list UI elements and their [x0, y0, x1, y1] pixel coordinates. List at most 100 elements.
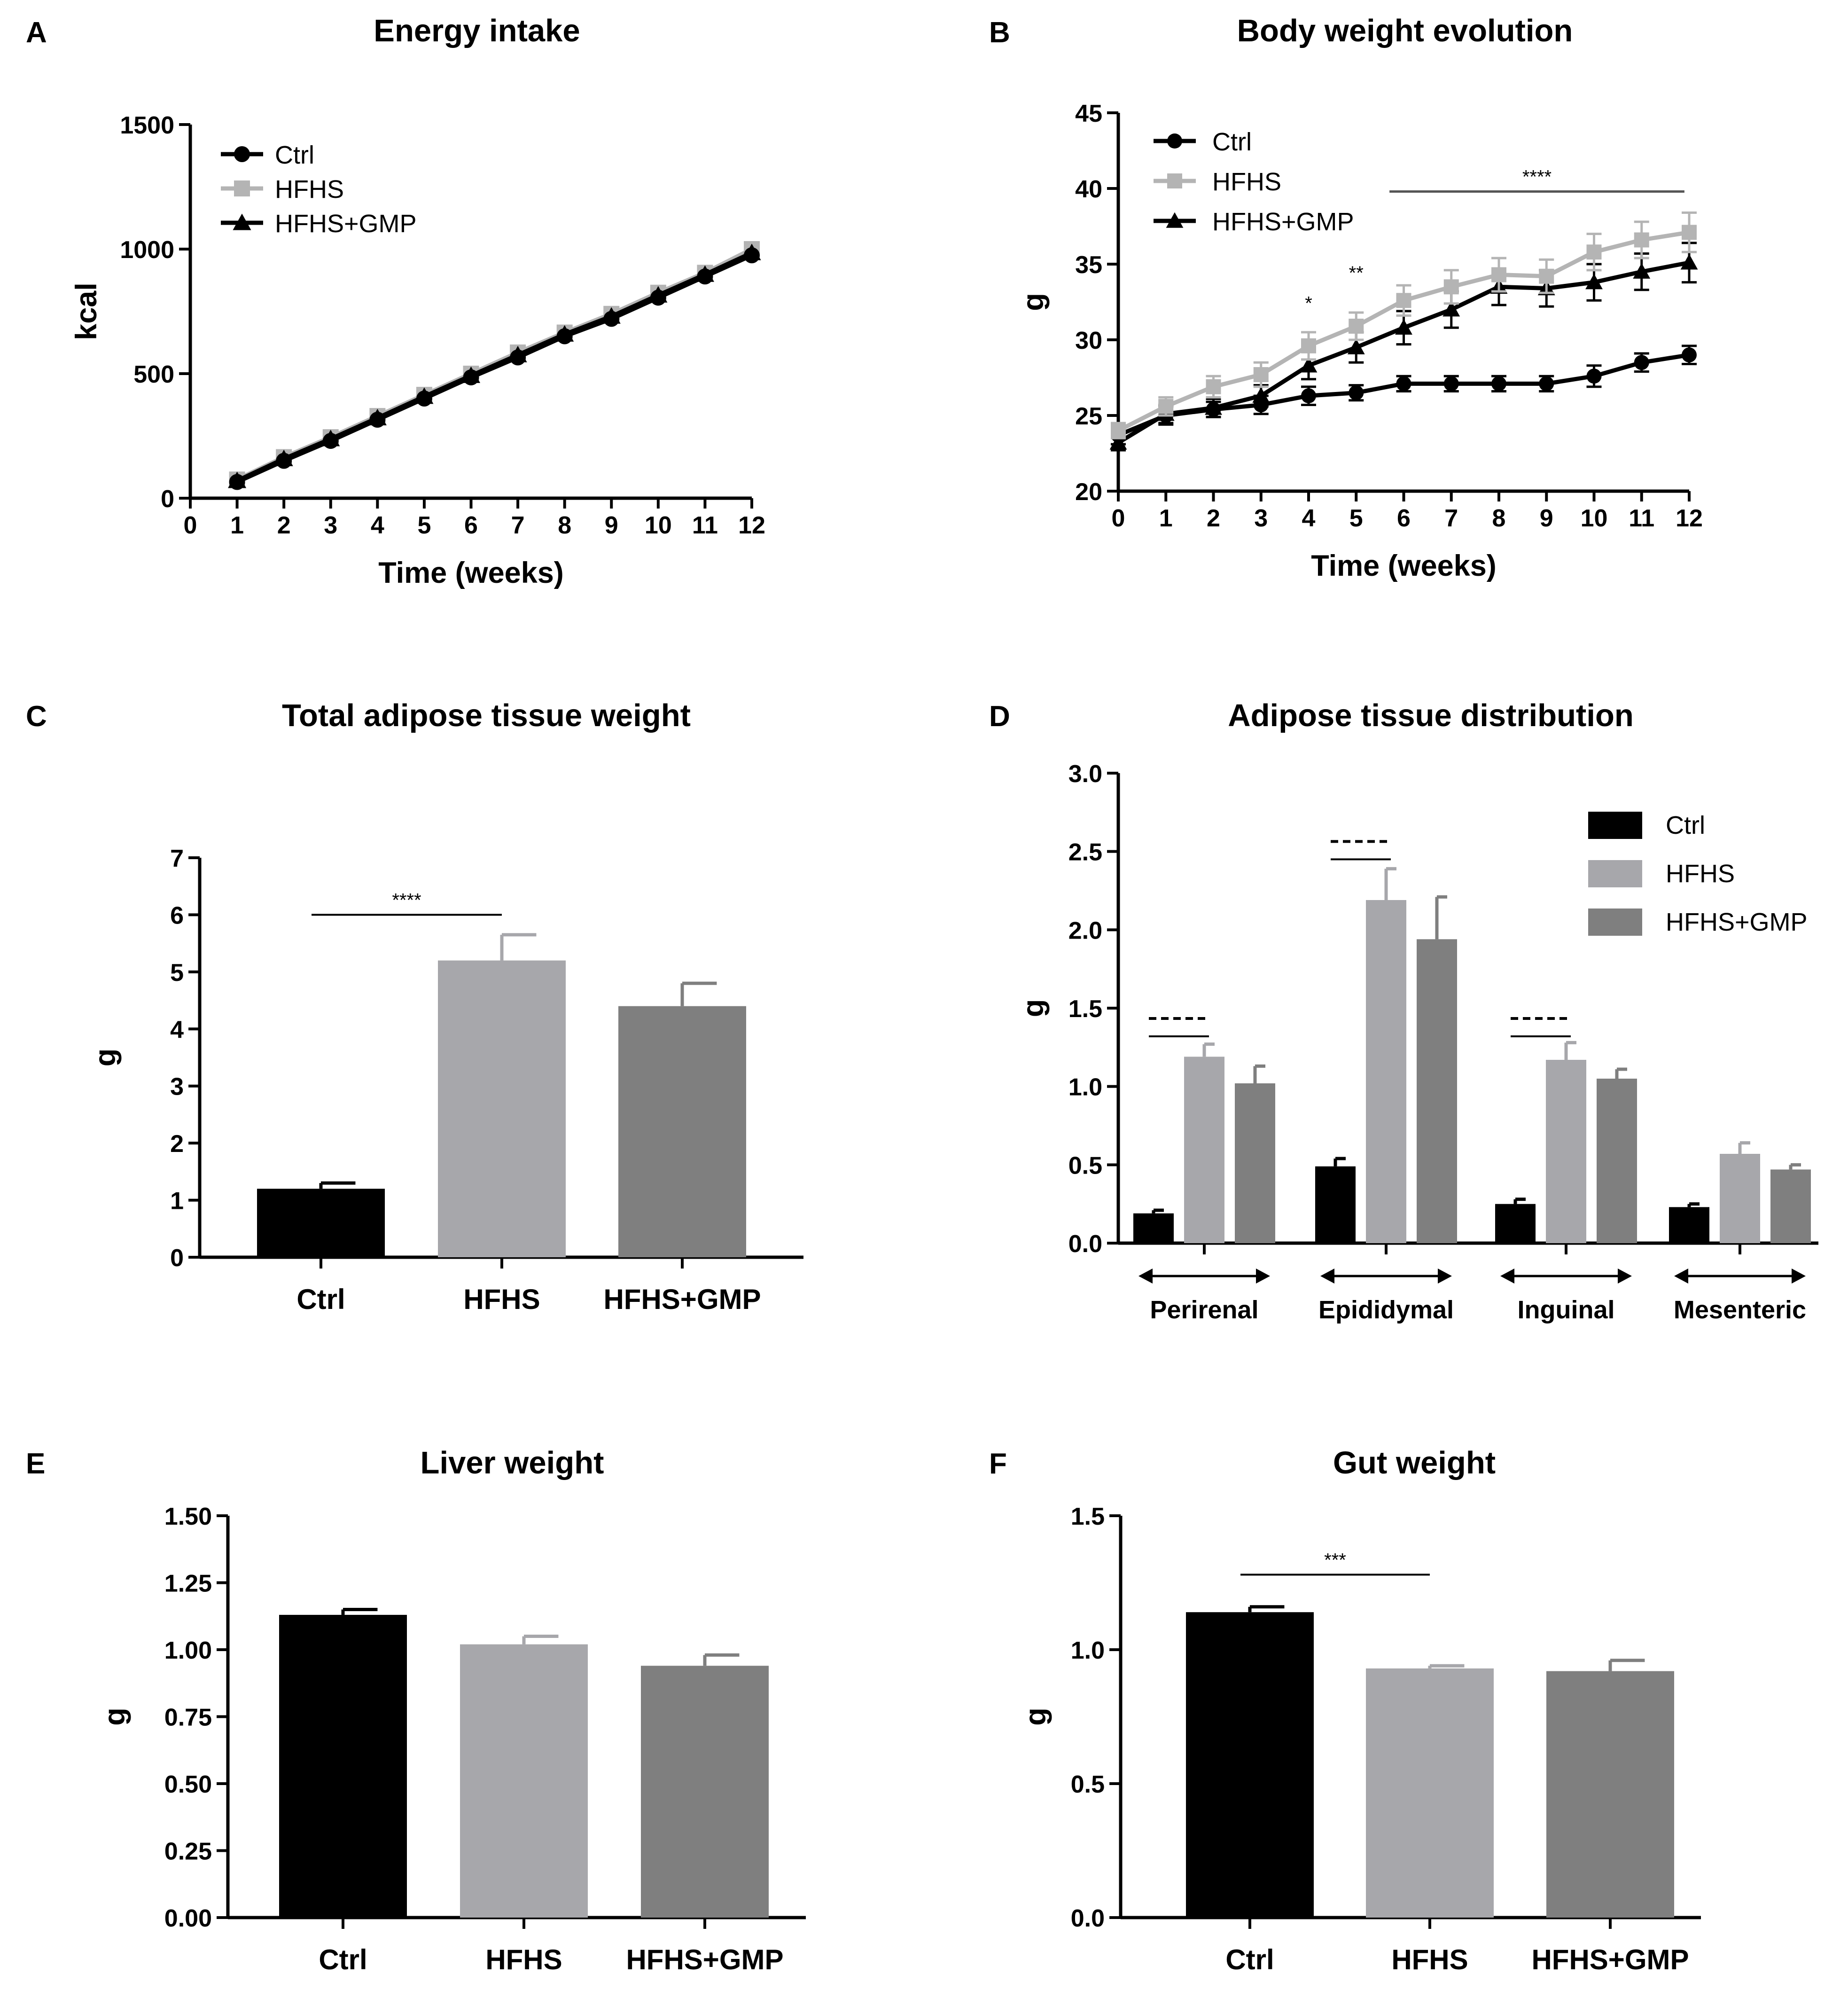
data-point-ctrl — [697, 268, 713, 285]
legend-marker-ctrl — [1167, 133, 1182, 149]
legend-label-hfhs: HFHS — [1212, 168, 1281, 196]
y-tick-label: 0.5 — [1068, 1152, 1102, 1179]
legend-label-ctrl: Ctrl — [1212, 128, 1252, 156]
arrow-head-left — [1138, 1269, 1153, 1284]
data-point-hfhs-gmp — [1395, 319, 1412, 335]
chart-title: Total adipose tissue weight — [282, 698, 691, 733]
y-tick-label: 25 — [1075, 403, 1102, 430]
panel-letter-c: C — [26, 700, 47, 733]
data-point-ctrl — [744, 247, 760, 264]
x-category-label: Perirenal — [1150, 1296, 1258, 1324]
data-point-hfhs — [1396, 293, 1411, 308]
y-tick-label: 35 — [1075, 251, 1102, 279]
y-tick-label: 40 — [1075, 176, 1102, 203]
y-tick-label: 0.75 — [164, 1704, 212, 1731]
bar-hfhs-gmp-mesenteric — [1770, 1169, 1811, 1243]
significance-marker: ** — [1349, 263, 1364, 283]
bar-ctrl — [257, 1189, 385, 1257]
x-axis-label: Time (weeks) — [378, 556, 564, 589]
x-tick-label: 5 — [1349, 505, 1363, 532]
bar-hfhs-gmp — [618, 1006, 746, 1257]
x-category-label: HFHS — [463, 1284, 540, 1315]
data-point-hfhs-gmp — [1109, 434, 1127, 450]
arrow-head-left — [1500, 1269, 1514, 1284]
y-tick-label: 1000 — [120, 236, 174, 264]
x-category-label: HFHS — [485, 1944, 562, 1975]
legend-label-hfhs: HFHS — [1666, 860, 1735, 888]
data-point-hfhs — [1158, 399, 1174, 414]
bar-hfhs-gmp-inguinal — [1597, 1079, 1637, 1243]
y-tick-label: 0.50 — [164, 1771, 212, 1798]
data-point-ctrl — [229, 474, 245, 490]
y-tick-label: 1.5 — [1068, 995, 1102, 1023]
y-tick-label: 1.0 — [1071, 1637, 1105, 1664]
legend-swatch-hfhs — [1588, 860, 1642, 887]
series-line-ctrl — [236, 253, 753, 484]
x-tick-label: 0 — [184, 512, 197, 539]
y-tick-label: 0 — [170, 1245, 184, 1272]
arrow-head-left — [1674, 1269, 1688, 1284]
data-point-hfhs — [1634, 232, 1649, 248]
significance-marker: **** — [392, 890, 421, 910]
x-category-label: HFHS+GMP — [1531, 1944, 1689, 1975]
y-tick-label: 500 — [133, 361, 174, 388]
y-tick-label: 1.0 — [1068, 1074, 1102, 1101]
x-tick-label: 2 — [277, 512, 291, 539]
x-category-label: Ctrl — [1225, 1944, 1274, 1975]
x-tick-label: 7 — [1444, 505, 1458, 532]
panel-letter-f: F — [989, 1448, 1007, 1480]
data-point-hfhs-gmp — [1680, 254, 1698, 270]
y-tick-label: 30 — [1075, 327, 1102, 354]
legend-marker-hfhs-gmp — [1166, 212, 1184, 228]
y-tick-label: 2.5 — [1068, 839, 1102, 866]
chart-title: Liver weight — [421, 1445, 604, 1480]
y-tick-label: 1.5 — [1071, 1503, 1105, 1530]
data-point-ctrl — [1349, 385, 1364, 400]
bar-ctrl — [279, 1614, 407, 1918]
data-point-ctrl — [1586, 368, 1602, 384]
bar-hfhs-mesenteric — [1720, 1154, 1760, 1243]
bar-hfhs-inguinal — [1546, 1060, 1586, 1243]
legend-label-ctrl: Ctrl — [275, 141, 314, 169]
x-category-label: HFHS+GMP — [626, 1944, 783, 1975]
y-tick-label: 2 — [170, 1130, 184, 1158]
x-tick-label: 11 — [1629, 505, 1654, 532]
panel-letter-a: A — [26, 16, 47, 49]
y-tick-label: 7 — [170, 845, 184, 872]
x-category-label: Mesenteric — [1674, 1296, 1806, 1324]
legend-label-ctrl: Ctrl — [1666, 811, 1705, 839]
y-axis-label: g — [1017, 293, 1050, 311]
x-tick-label: 6 — [464, 512, 478, 539]
data-point-ctrl — [416, 391, 432, 407]
data-point-ctrl — [1396, 376, 1411, 392]
data-point-hfhs-gmp — [1252, 387, 1270, 403]
arrow-head-right — [1438, 1269, 1452, 1284]
data-point-hfhs — [1349, 319, 1364, 334]
x-tick-label: 12 — [1676, 505, 1703, 532]
y-axis-label: g — [1017, 999, 1050, 1017]
y-tick-label: 6 — [170, 902, 184, 929]
x-tick-label: 10 — [645, 512, 672, 539]
y-tick-label: 1.50 — [164, 1503, 212, 1530]
data-point-hfhs-gmp — [1443, 301, 1460, 317]
x-tick-label: 2 — [1207, 505, 1220, 532]
data-point-hfhs — [1111, 423, 1126, 439]
y-tick-label: 5 — [170, 959, 184, 987]
data-point-hfhs — [1491, 267, 1506, 282]
x-tick-label: 3 — [1254, 505, 1268, 532]
data-point-ctrl — [463, 369, 479, 385]
x-category-label: Epididymal — [1318, 1296, 1454, 1324]
legend-label-hfhs: HFHS — [275, 175, 344, 204]
data-point-ctrl — [1682, 347, 1697, 363]
y-tick-label: 0.00 — [164, 1905, 212, 1932]
arrow-head-right — [1618, 1269, 1632, 1284]
data-point-ctrl — [276, 453, 292, 469]
x-tick-label: 8 — [1492, 505, 1506, 532]
series-line-ctrl — [1117, 352, 1690, 438]
bar-hfhs-gmp-epididymal — [1417, 939, 1457, 1243]
x-category-label: HFHS — [1391, 1944, 1468, 1975]
x-tick-label: 1 — [230, 512, 244, 539]
data-point-ctrl — [510, 349, 526, 366]
legend-marker-hfhs-gmp — [233, 213, 251, 230]
data-point-hfhs — [1206, 379, 1221, 394]
